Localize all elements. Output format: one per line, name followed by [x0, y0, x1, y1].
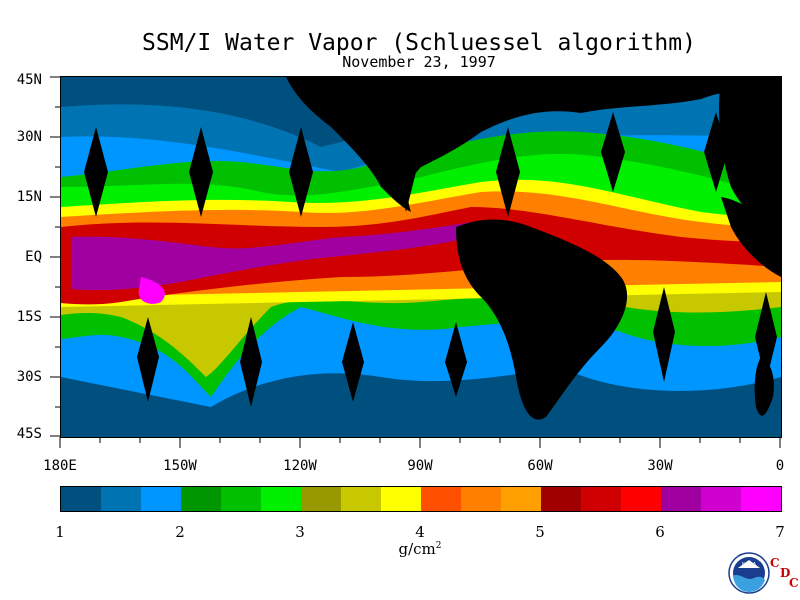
water-vapor-field — [61, 77, 781, 437]
swath-gap-11 — [445, 322, 467, 397]
cdc-letter-1: C — [770, 556, 780, 570]
unit-base: g/cm — [398, 540, 436, 558]
colorbar-label-7: 7 — [775, 523, 785, 541]
colorbar-label-5: 5 — [535, 523, 545, 541]
swath-gap-3 — [289, 127, 313, 217]
land-south-america — [456, 219, 628, 420]
colorbar-swatch-3 — [141, 487, 181, 511]
colorbar-swatch-2 — [101, 487, 141, 511]
vapor-band-tropical-red — [61, 207, 781, 305]
colorbar — [60, 486, 782, 512]
swath-gap-6 — [601, 112, 625, 192]
cdc-letter-2: D — [780, 566, 791, 580]
colorbar-swatch-5 — [221, 487, 261, 511]
map-title: SSM/I Water Vapor (Schluessel algorithm) — [142, 30, 696, 56]
lon-label-90w: 90W — [407, 458, 433, 474]
lon-label-180e: 180E — [43, 458, 77, 474]
swath-gap-4 — [396, 132, 416, 212]
swath-gap-7 — [704, 112, 728, 192]
lat-label-30n: 30N — [16, 129, 42, 145]
lat-label-eq: EQ — [25, 249, 42, 265]
lat-label-15s: 15S — [16, 309, 42, 325]
lat-label-45s: 45S — [16, 426, 42, 442]
colorbar-swatch-9 — [381, 487, 421, 511]
lon-label-0: 0 — [775, 458, 785, 474]
swath-gap-12 — [653, 287, 675, 382]
land-africa — [721, 197, 781, 277]
land-africa-north — [719, 77, 781, 237]
noaa-logo-text: NOAA — [742, 562, 757, 568]
colorbar-label-2: 2 — [175, 523, 185, 541]
colorbar-swatch-8 — [341, 487, 381, 511]
colorbar-unit: g/cm2 — [398, 540, 441, 558]
colorbar-swatch-1 — [61, 487, 101, 511]
swath-gap-8 — [137, 317, 159, 402]
lon-label-30w: 30W — [647, 458, 673, 474]
colorbar-label-4: 4 — [415, 523, 425, 541]
vapor-band-tropical-magenta — [71, 222, 471, 291]
vapor-band-peak — [138, 277, 165, 304]
colorbar-swatch-6 — [261, 487, 301, 511]
colorbar-swatch-11 — [461, 487, 501, 511]
colorbar-swatch-18 — [741, 487, 781, 511]
lat-label-30s: 30S — [16, 369, 42, 385]
lat-label-15n: 15N — [16, 189, 42, 205]
cdc-letter-3: C — [789, 576, 799, 590]
swath-gap-2 — [189, 127, 213, 217]
lat-label-45n: 45N — [16, 72, 42, 88]
colorbar-swatch-15 — [621, 487, 661, 511]
noaa-logo-icon: NOAA — [728, 552, 770, 594]
colorbar-swatch-14 — [581, 487, 621, 511]
colorbar-label-1: 1 — [55, 523, 65, 541]
swath-gap-13 — [755, 292, 777, 382]
unit-exponent: 2 — [435, 541, 442, 551]
colorbar-swatch-10 — [421, 487, 461, 511]
colorbar-swatch-17 — [701, 487, 741, 511]
swath-gap-9 — [240, 317, 262, 407]
swath-gap-1 — [84, 127, 108, 217]
colorbar-swatch-16 — [661, 487, 701, 511]
colorbar-swatch-13 — [541, 487, 581, 511]
colorbar-swatch-4 — [181, 487, 221, 511]
colorbar-label-3: 3 — [295, 523, 305, 541]
lon-label-150w: 150W — [163, 458, 197, 474]
map-date: November 23, 1997 — [342, 53, 496, 71]
water-vapor-map — [60, 76, 782, 438]
colorbar-label-6: 6 — [655, 523, 665, 541]
colorbar-swatch-12 — [501, 487, 541, 511]
lon-label-120w: 120W — [283, 458, 317, 474]
lon-label-60w: 60W — [527, 458, 553, 474]
colorbar-swatch-7 — [301, 487, 341, 511]
swath-gap-10 — [342, 322, 364, 402]
swath-gap-5 — [496, 127, 520, 217]
land-central-america — [479, 227, 501, 242]
land-south-africa-tip — [754, 357, 774, 416]
